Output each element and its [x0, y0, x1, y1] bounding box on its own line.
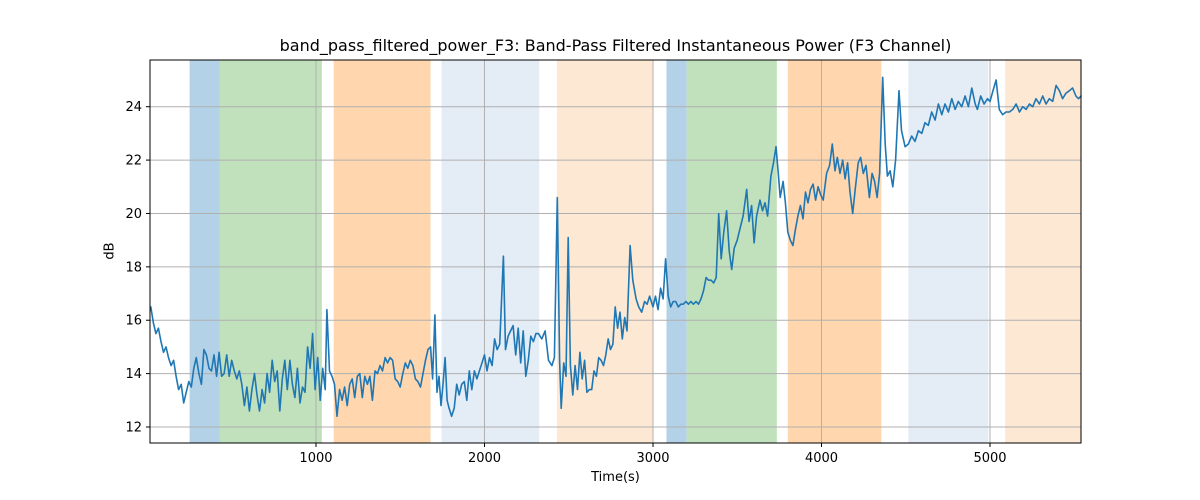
y-tick-label: 18 [125, 260, 142, 275]
y-tick-label: 24 [125, 100, 142, 115]
chart-title: band_pass_filtered_power_F3: Band-Pass F… [279, 36, 952, 55]
x-tick-label: 3000 [636, 451, 669, 466]
stage-band-light-blue [908, 60, 989, 443]
stage-band-blue [666, 60, 687, 443]
y-tick-label: 12 [125, 420, 142, 435]
stage-band-orange [333, 60, 431, 443]
x-tick-label: 2000 [468, 451, 501, 466]
stage-band-orange [787, 60, 882, 443]
power-line-series [150, 76, 1082, 418]
x-tick-label: 5000 [973, 451, 1006, 466]
stage-band-green [686, 60, 777, 443]
y-tick-label: 22 [125, 154, 142, 169]
plot-border [149, 59, 1082, 444]
y-tick-label: 20 [125, 207, 142, 222]
y-axis-label-text: dB [102, 242, 118, 260]
stage-band-blue [189, 60, 220, 443]
x-tick-label: 4000 [805, 451, 838, 466]
stage-band-light-blue [441, 60, 540, 443]
x-tick-label: 1000 [299, 451, 332, 466]
y-tick-label: 14 [125, 367, 142, 382]
x-axis-label: Time(s) [591, 470, 640, 485]
y-tick-label: 16 [125, 314, 142, 329]
stage-band-light-orange [556, 60, 653, 443]
stage-band-light-orange [1005, 60, 1081, 443]
